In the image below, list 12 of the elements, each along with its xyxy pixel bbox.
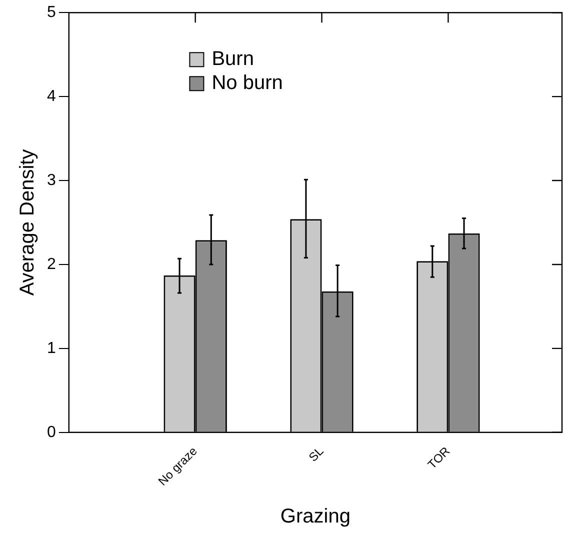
legend-label: No burn [212, 72, 283, 94]
y-axis-title: Average Density [16, 149, 39, 296]
y-tick-label: 3 [46, 172, 56, 189]
x-tick-label: SL [306, 444, 326, 464]
legend-label: Burn [212, 48, 254, 70]
y-tick-label: 2 [46, 256, 56, 273]
y-tick-label: 0 [46, 424, 56, 441]
x-tick-label: TOR [425, 444, 453, 472]
x-axis-title: Grazing [280, 506, 350, 528]
y-tick-label: 1 [46, 340, 56, 357]
y-tick-label: 5 [46, 4, 56, 22]
y-tick-label: 4 [46, 88, 56, 105]
